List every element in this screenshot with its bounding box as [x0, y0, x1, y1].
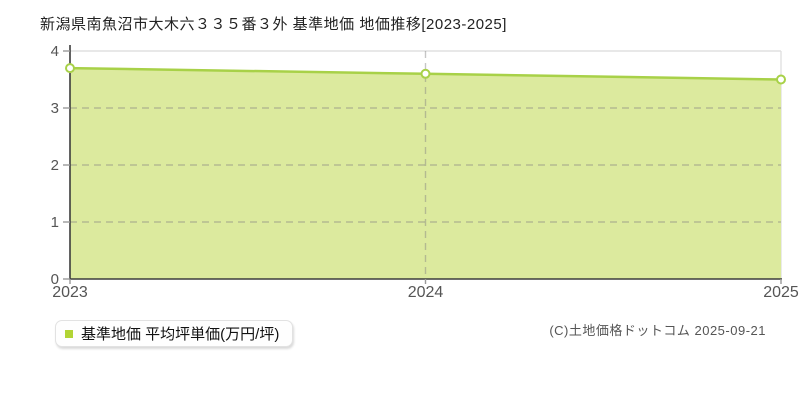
- y-axis-tick-label: 4: [51, 43, 59, 60]
- data-point-marker: [65, 63, 75, 74]
- y-axis-tick-label: 3: [51, 100, 59, 117]
- legend-color-swatch: [65, 329, 73, 338]
- data-point-marker: [420, 68, 431, 79]
- y-axis-tick-label: 1: [51, 214, 59, 231]
- legend-label: 基準地価 平均坪単価(万円/坪): [81, 326, 280, 343]
- y-axis-tick-label: 2: [51, 157, 59, 174]
- x-axis-tick-label: 2024: [408, 284, 444, 301]
- x-axis-tick-label: 2025: [763, 284, 799, 301]
- page-title: 新潟県南魚沼市大木六３３５番３外 基準地価 地価推移[2023-2025]: [40, 16, 507, 33]
- x-axis-tick-label: 2023: [52, 284, 88, 301]
- price-trend-area-chart: 0 1 2 3 4 2023 2024 2025: [51, 43, 799, 301]
- copyright-text: (C)土地価格ドットコム 2025-09-21: [549, 323, 766, 338]
- area-fill: [70, 68, 781, 279]
- chart-legend: 基準地価 平均坪単価(万円/坪): [55, 320, 294, 347]
- data-point-marker: [776, 74, 786, 85]
- y-axis-tick-label: 0: [51, 271, 59, 288]
